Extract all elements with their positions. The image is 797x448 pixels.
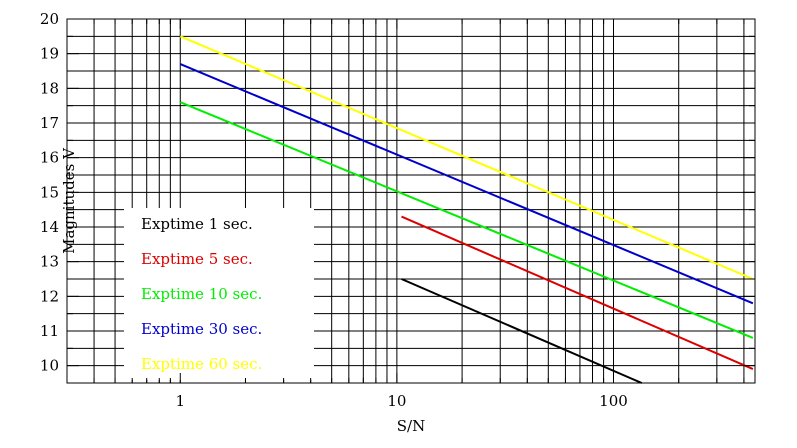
y-axis-title: Magnitudes V [60,147,78,254]
y-tick-label: 14 [40,218,59,236]
legend-entry: Exptime 5 sec. [141,250,253,268]
y-tick-label: 10 [40,357,59,375]
grid [66,19,755,383]
plot-frame [66,18,756,384]
legend-entry: Exptime 10 sec. [141,285,262,303]
y-tick-label: 13 [40,253,59,271]
series-line [401,278,643,384]
legend: Exptime 1 sec. Exptime 5 sec. Exptime 10 s… [141,215,262,373]
legend-entry: Exptime 60 sec. [141,355,262,373]
x-tick-label: 100 [599,392,628,410]
legend-background [124,208,314,380]
x-tick-label: 10 [387,392,406,410]
axis-ticks: 1 10 100 10 11 12 13 14 15 16 17 18 19 20 [40,10,755,410]
x-tick-label: 1 [175,392,185,410]
x-axis-title: S/N [397,417,425,435]
series-line [179,101,754,339]
series-line [179,35,754,280]
y-tick-label: 18 [40,79,59,97]
y-tick-label: 12 [40,287,59,305]
y-tick-label: 11 [40,322,59,340]
legend-entry: Exptime 30 sec. [141,320,262,338]
series-line [401,215,754,371]
y-tick-label: 20 [40,10,59,28]
y-tick-label: 15 [40,183,59,201]
legend-entry: Exptime 1 sec. [141,215,253,233]
series-lines [179,35,754,384]
y-tick-label: 19 [40,45,59,63]
y-tick-label: 17 [40,114,59,132]
y-tick-label: 16 [40,149,59,167]
series-line [179,63,754,305]
